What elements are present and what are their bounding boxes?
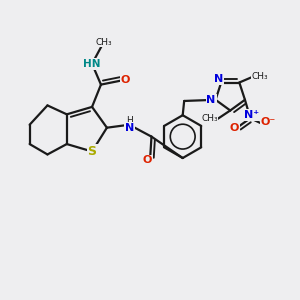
- Text: O⁻: O⁻: [260, 117, 276, 127]
- Text: O: O: [229, 123, 239, 133]
- Text: CH₃: CH₃: [252, 72, 268, 81]
- Text: CH₃: CH₃: [201, 114, 218, 123]
- Text: H: H: [126, 116, 133, 125]
- Text: O: O: [121, 75, 130, 85]
- Text: N: N: [206, 95, 216, 105]
- Text: S: S: [88, 145, 97, 158]
- Text: CH₃: CH₃: [96, 38, 112, 46]
- Text: O: O: [142, 155, 152, 165]
- Text: N: N: [214, 74, 223, 84]
- Text: N⁺: N⁺: [244, 110, 259, 120]
- Text: HN: HN: [83, 59, 100, 69]
- Text: N: N: [125, 123, 134, 133]
